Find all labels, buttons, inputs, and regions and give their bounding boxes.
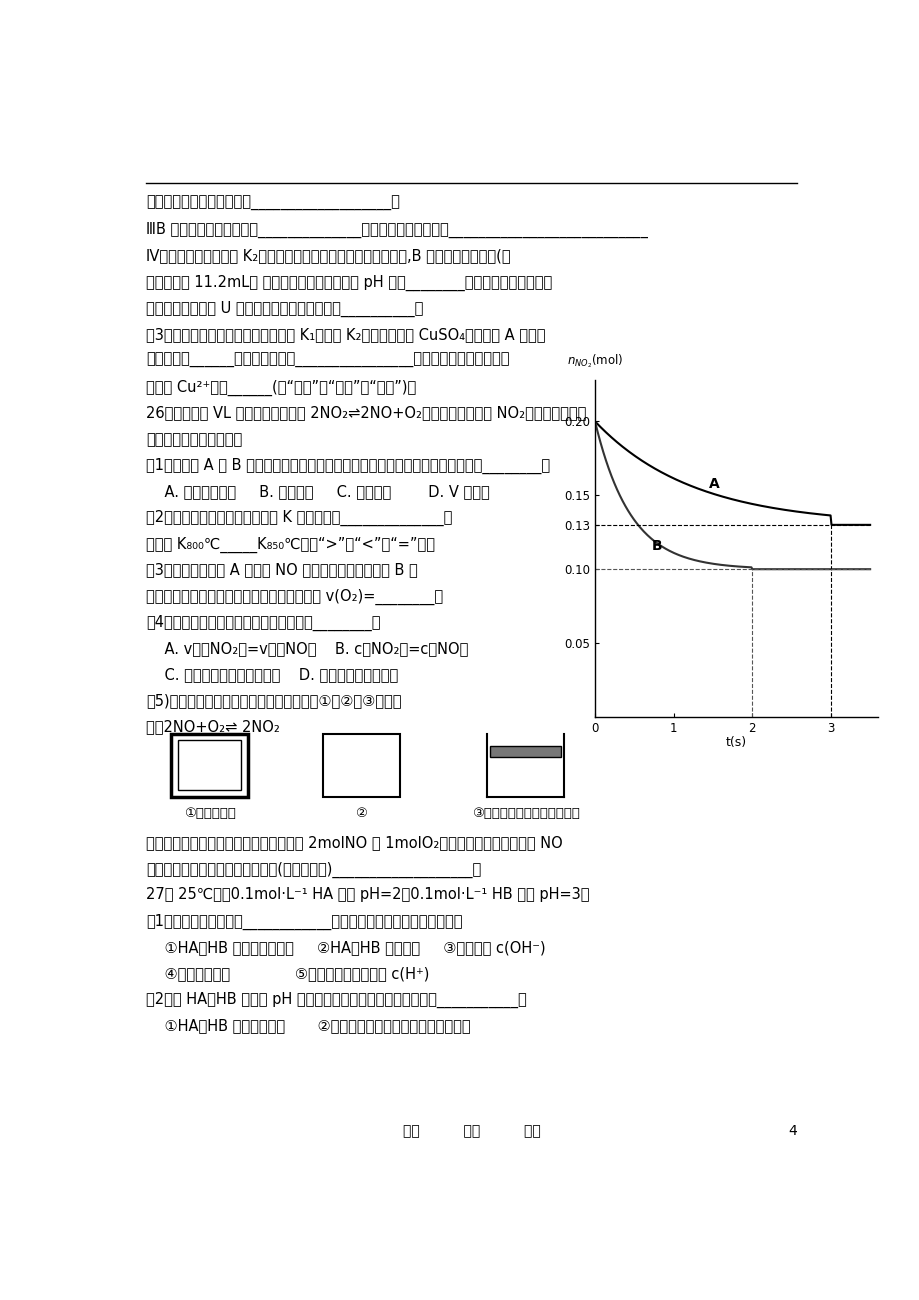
Text: 电极附近可观察到的现象是___________________。: 电极附近可观察到的现象是___________________。 — [146, 196, 400, 211]
Bar — [171, 733, 248, 797]
Text: A: A — [709, 477, 719, 491]
Text: ②: ② — [355, 807, 367, 820]
Bar — [490, 746, 561, 757]
Text: （4）不能说明该反应已达到平衡状态的是________。: （4）不能说明该反应已达到平衡状态的是________。 — [146, 615, 380, 630]
Text: 件下从反应开始至达到平衡，氧气的反应速率 v(O₂)=________。: 件下从反应开始至达到平衡，氧气的反应速率 v(O₂)=________。 — [146, 589, 443, 604]
Text: （2）写出该反应的化学平衡常数 K 的表达式：______________，: （2）写出该反应的化学平衡常数 K 的表达式：______________， — [146, 510, 452, 526]
Bar — [323, 733, 400, 797]
Text: （3）在图上作出在 A 条件下 NO 的变化曲线，并求算在 B 条: （3）在图上作出在 A 条件下 NO 的变化曲线，并求算在 B 条 — [146, 563, 417, 577]
Text: （1）若曲线 A 和 B 表示的是该反应在某不同条件下的反应状况，则该不同条件是________。: （1）若曲线 A 和 B 表示的是该反应在某不同条件下的反应状况，则该不同条件是… — [146, 458, 550, 474]
Text: 物质的百分含量由大到小的顺序为(填容器编号)___________________。: 物质的百分含量由大到小的顺序为(填容器编号)__________________… — [146, 862, 481, 878]
Text: 间变化的状况如图所示。: 间变化的状况如图所示。 — [146, 432, 242, 447]
Text: 用心          爱心          专心: 用心 爱心 专心 — [403, 1123, 539, 1138]
X-axis label: t(s): t(s) — [725, 736, 746, 749]
Text: 溶液中 Cu²⁺浓度______(填“增大”、“减小”、“不变”)。: 溶液中 Cu²⁺浓度______(填“增大”、“减小”、“不变”)。 — [146, 380, 415, 395]
Text: A. 有、无催化剂     B. 温度不同     C. 压强不同        D. V 值不同: A. 有、无催化剂 B. 温度不同 C. 压强不同 D. V 值不同 — [146, 484, 489, 499]
Bar — [177, 741, 241, 789]
Text: 并比较 K₈₀₀℃_____K₈₅₀℃（填“>”、“<”或“=”）。: 并比较 K₈₀₀℃_____K₈₅₀℃（填“>”、“<”或“=”）。 — [146, 537, 435, 552]
Text: ⅢB 电极上的电极反应式为______________，总反应化学方程式是___________________________: ⅢB 电极上的电极反应式为______________，总反应化学方程式是___… — [146, 222, 647, 238]
Text: 准状况）为 11.2mL， 将溶液充分混合，溶液的 pH 约为________。若要使电解质溶液恢: 准状况）为 11.2mL， 将溶液充分混合，溶液的 pH 约为________。… — [146, 274, 551, 291]
Text: ①HA、HB 物质的量浓度       ②同时加入足量的锌，开始反应时速率: ①HA、HB 物质的量浓度 ②同时加入足量的锌，开始反应时速率 — [146, 1018, 471, 1034]
Text: 26、在容积为 VL 的密闭容器中发生 2NO₂⇌2NO+O₂反应。反应过程中 NO₂的物质的量随时: 26、在容积为 VL 的密闭容器中发生 2NO₂⇌2NO+O₂反应。反应过程中 … — [146, 406, 585, 420]
Text: （3）如要用电解方法精炼粗铜，打开 K₁，合并 K₂，电解液选用 CuSO₄溶液，则 A 电极的: （3）如要用电解方法精炼粗铜，打开 K₁，合并 K₂，电解液选用 CuSO₄溶液… — [146, 326, 545, 342]
Text: Ⅳ反应一段时间后打开 K₂，若忽略溶液的体积变化和气体的溶解,B 极产生气体的体积(标: Ⅳ反应一段时间后打开 K₂，若忽略溶液的体积变化和气体的溶解,B 极产生气体的体… — [146, 248, 510, 264]
Text: 若起始温度相同，分别向三个容器中充入 2molNO 和 1molO₂，则达到平衡时各容器中 NO: 若起始温度相同，分别向三个容器中充入 2molNO 和 1molO₂，则达到平衡… — [146, 835, 562, 850]
Text: $n_{NO_2}$(mol): $n_{NO_2}$(mol) — [567, 352, 623, 369]
Text: 材料应换成______，电极反应式是________________，反应一段时间后电解质: 材料应换成______，电极反应式是________________，反应一段时… — [146, 354, 509, 368]
Text: A. v正（NO₂）=v逆（NO）    B. c（NO₂）=c（NO）: A. v正（NO₂）=v逆（NO） B. c（NO₂）=c（NO） — [146, 641, 468, 656]
Text: （5)在如图所示的三个容积相同的三个容器①、②、③进行反: （5)在如图所示的三个容积相同的三个容器①、②、③进行反 — [146, 693, 401, 709]
Text: C. 气体的平均摩尔质量不变    D. 气体的密度保持不变: C. 气体的平均摩尔质量不变 D. 气体的密度保持不变 — [146, 667, 398, 682]
Text: ①外有隔热套: ①外有隔热套 — [184, 807, 235, 820]
Text: B: B — [651, 540, 662, 552]
Text: ①HA、HB 的电离平衡常数     ②HA、HB 的电离度     ③溶液中的 c(OH⁻): ①HA、HB 的电离平衡常数 ②HA、HB 的电离度 ③溶液中的 c(OH⁻) — [146, 940, 545, 956]
Text: ④溶液的导电性              ⑤溶液中由水电离出的 c(H⁺): ④溶液的导电性 ⑤溶液中由水电离出的 c(H⁺) — [146, 966, 429, 982]
Text: （2）若 HA、HB 溶液的 pH 相同、体积相等，前者小于后者的是___________：: （2）若 HA、HB 溶液的 pH 相同、体积相等，前者小于后者的是______… — [146, 992, 527, 1009]
Text: 应：2NO+O₂⇌ 2NO₂: 应：2NO+O₂⇌ 2NO₂ — [146, 720, 279, 734]
Text: 复到原状态，需向 U 形管内加入或通入一定量的__________。: 复到原状态，需向 U 形管内加入或通入一定量的__________。 — [146, 300, 423, 317]
Text: 4: 4 — [788, 1123, 796, 1138]
Text: （1）前者大于后者的是____________（多选、错选均不给分，下同）；: （1）前者大于后者的是____________（多选、错选均不给分，下同）； — [146, 914, 462, 930]
Text: ③活塞可移动（不考虑磨擦）: ③活塞可移动（不考虑磨擦） — [471, 807, 579, 820]
Text: 27、 25℃时，0.1mol·L⁻¹ HA 溶液 pH=2，0.1mol·L⁻¹ HB 溶液 pH=3。: 27、 25℃时，0.1mol·L⁻¹ HA 溶液 pH=2，0.1mol·L⁻… — [146, 888, 589, 902]
